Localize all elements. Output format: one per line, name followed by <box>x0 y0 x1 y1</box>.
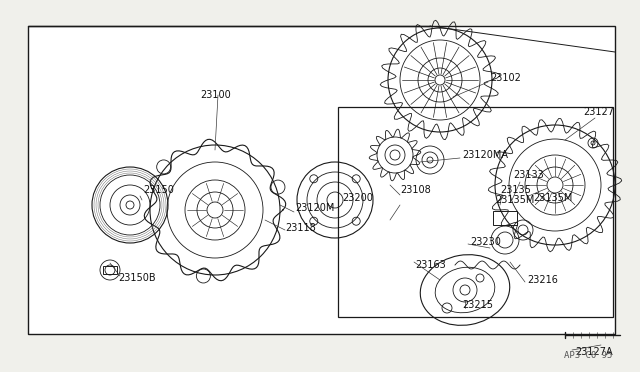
Text: 23118: 23118 <box>285 223 316 233</box>
Text: 23150B: 23150B <box>118 273 156 283</box>
FancyBboxPatch shape <box>28 26 615 334</box>
Text: 23163: 23163 <box>415 260 445 270</box>
Text: 23216: 23216 <box>527 275 558 285</box>
Text: 23133: 23133 <box>513 170 544 180</box>
Text: 23150: 23150 <box>143 185 174 195</box>
Text: 23127A: 23127A <box>575 347 612 357</box>
Text: 23102: 23102 <box>490 73 521 83</box>
Text: 23127: 23127 <box>583 107 614 117</box>
Text: AP3 C0 95: AP3 C0 95 <box>564 351 612 360</box>
Text: 23108: 23108 <box>400 185 431 195</box>
Text: 23120MA: 23120MA <box>462 150 508 160</box>
Text: 23120M: 23120M <box>295 203 334 213</box>
Text: 23135M: 23135M <box>533 193 572 203</box>
Text: 23135: 23135 <box>500 185 531 195</box>
Text: 23200: 23200 <box>342 193 373 203</box>
Text: 23135M: 23135M <box>495 195 534 205</box>
Text: 23230: 23230 <box>470 237 501 247</box>
Text: 23215: 23215 <box>462 300 493 310</box>
Text: 23100: 23100 <box>200 90 231 100</box>
